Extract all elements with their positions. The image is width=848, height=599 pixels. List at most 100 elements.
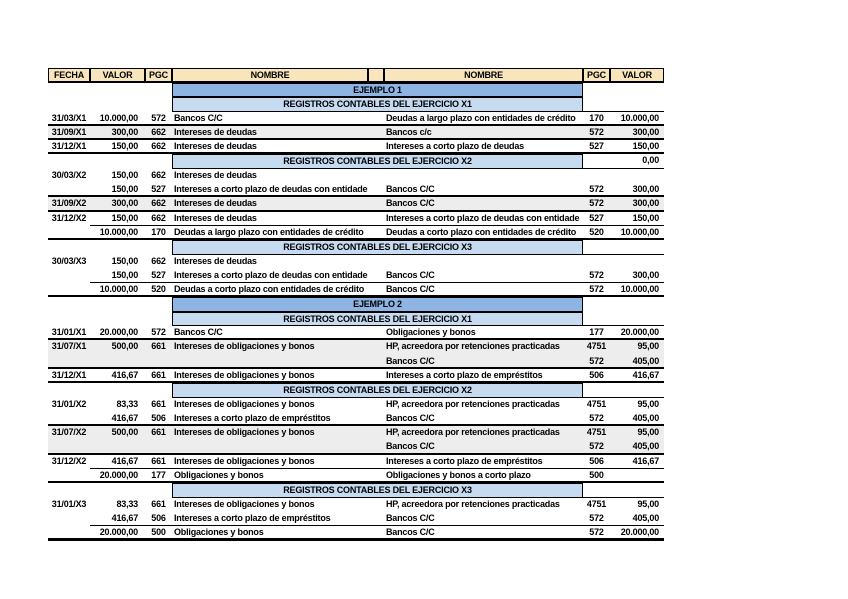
cell-fecha: 31/12/X1 [51, 141, 87, 152]
band-left-spacer [48, 312, 172, 326]
band-right-region [583, 483, 664, 498]
band-right-region [583, 97, 664, 112]
band-left-spacer [48, 83, 172, 97]
cell-nombre-debit: Intereses de obligaciones y bonos [174, 369, 315, 380]
cell-nombre-debit: Obligaciones y bonos [174, 470, 264, 481]
cell-valor: 150,00 [111, 141, 139, 152]
cell-nombre-debit: Obligaciones y bonos [174, 527, 264, 538]
registros-title-band: REGISTROS CONTABLES DEL EJERCICIO X1 [172, 311, 583, 327]
cell-nombre-debit: Intereses de obligaciones y bonos [174, 427, 315, 438]
registros-title-band: REGISTROS CONTABLES DEL EJERCICIO X2 [172, 383, 583, 398]
cell-gap [368, 512, 384, 527]
cell-pgc-credit [583, 255, 610, 269]
section-band-row: REGISTROS CONTABLES DEL EJERCICIO X1 [48, 311, 664, 327]
cell-nombre-credit [384, 255, 583, 269]
cell-fecha [48, 226, 90, 238]
cell-valor-credit: 405,00 [632, 441, 660, 452]
cell-nombre-debit: Intereses de deudas [174, 126, 257, 137]
cell-valor: 150,00 [111, 184, 139, 195]
section-band-row: REGISTROS CONTABLES DEL EJERCICIO X2 [48, 383, 664, 398]
cell-valor-credit: 300,00 [632, 126, 660, 137]
cell-fecha: 31/01/X2 [51, 398, 87, 409]
cell-pgc-credit: 500 [589, 470, 604, 481]
cell-fecha: 31/01/X3 [51, 498, 87, 509]
cell-valor-credit: 300,00 [632, 184, 660, 195]
cell-nombre-credit: HP, acreedora por retenciones practicada… [386, 341, 560, 352]
cell-valor: 150,00 [90, 269, 145, 284]
cell-pgc: 572 [151, 112, 166, 123]
cell-nombre-credit: Bancos C/C [386, 441, 435, 452]
cell-valor: 10.000,00 [99, 284, 138, 295]
cell-nombre-debit: Intereses de obligaciones y bonos [174, 341, 315, 352]
cell-valor-credit: 95,00 [637, 341, 659, 352]
cell-valor-credit: 416,67 [632, 369, 660, 380]
cell-valor-credit: 150,00 [610, 212, 664, 226]
cell-nombre-debit: Intereses de obligaciones y bonos [172, 455, 368, 470]
cell-gap [368, 226, 384, 238]
cell-fecha: 30/03/X2 [51, 169, 87, 180]
cell-valor: 416,67 [111, 412, 139, 423]
cell-valor-credit: 405,00 [632, 412, 660, 423]
cell-valor-credit [610, 312, 664, 325]
cell-pgc: 661 [151, 498, 166, 509]
column-header-pgc-credit: PGC [583, 68, 610, 82]
cell-gap [368, 355, 384, 367]
cell-valor: 20.000,00 [99, 470, 138, 481]
cell-valor-credit: 405,00 [610, 512, 664, 527]
journal-entry-row: 31/12/X2 416,67 661 Intereses de obligacion… [48, 455, 664, 470]
cell-pgc-credit: 177 [589, 327, 604, 338]
journal-entry-row: 31/01/X3 83,33 661 Intereses de obligacione… [48, 498, 664, 512]
cell-valor-credit: 20.000,00 [620, 527, 659, 538]
cell-pgc: 662 [151, 141, 166, 152]
cell-nombre-debit: Intereses de deudas [172, 212, 368, 226]
cell-gap [368, 369, 384, 381]
cell-gap [368, 140, 384, 152]
cell-nombre-debit: Bancos C/C [174, 112, 223, 123]
cell-valor-credit [610, 240, 664, 253]
cell-nombre-credit: Obligaciones y bonos [386, 327, 476, 338]
band-right-region: 0,00 [583, 154, 664, 169]
journal-entry-row: 31/07/X2 500,00 661 Intereses de obligacion… [48, 426, 664, 441]
cell-fecha: 31/09/X2 [51, 198, 87, 209]
section-band-row: REGISTROS CONTABLES DEL EJERCICIO X3 [48, 483, 664, 498]
column-header-valor-credit: VALOR [610, 68, 664, 82]
cell-valor-credit: 10.000,00 [620, 284, 659, 295]
section-band-row: REGISTROS CONTABLES DEL EJERCICIO X3 [48, 240, 664, 255]
cell-pgc-credit [583, 97, 610, 110]
journal-entry-row: 20.000,00 177 Obligaciones y bonos Obligaci… [48, 469, 664, 484]
cell-valor-credit: 10.000,00 [620, 112, 659, 123]
column-header-nombre-debit: NOMBRE [172, 68, 368, 82]
cell-nombre-debit: Intereses a corto plazo de deudas con en… [174, 184, 368, 195]
cell-fecha [48, 469, 90, 481]
cell-gap [368, 498, 384, 512]
cell-nombre-debit: Intereses de deudas [174, 169, 257, 180]
cell-pgc: 527 [151, 184, 166, 195]
cell-valor-credit: 300,00 [610, 269, 664, 284]
cell-pgc-credit: 572 [583, 512, 610, 527]
cell-fecha: 31/07/X1 [51, 341, 87, 352]
cell-valor [90, 355, 145, 367]
cell-nombre-credit: Intereses a corto plazo de deudas [386, 141, 524, 152]
cell-gap [368, 169, 384, 183]
cell-valor-credit: 95,00 [637, 398, 659, 409]
cell-fecha [48, 512, 90, 526]
cell-gap [368, 283, 384, 295]
journal-entry-row: Bancos C/C 572 405,00 [48, 440, 664, 455]
cell-pgc-credit: 572 [589, 355, 604, 366]
cell-nombre-credit: Intereses a corto plazo de empréstitos [386, 369, 543, 380]
cell-nombre-credit: Bancos C/C [384, 269, 583, 284]
cell-pgc-credit: 527 [589, 141, 604, 152]
cell-gap [368, 183, 384, 195]
cell-fecha [48, 283, 90, 295]
cell-pgc: 661 [151, 398, 166, 409]
cell-valor: 500,00 [111, 341, 139, 352]
cell-valor: 150,00 [111, 169, 139, 180]
journal-entry-row: 416,67 506 Intereses a corto plazo de empr… [48, 512, 664, 527]
band-right-region [583, 312, 664, 327]
cell-fecha: 31/12/X2 [51, 455, 87, 466]
cell-nombre-debit: Intereses de deudas [174, 141, 257, 152]
cell-nombre-debit: Bancos C/C [174, 327, 223, 338]
cell-nombre-credit: Bancos C/C [386, 412, 435, 423]
column-header-pgc: PGC [145, 68, 172, 82]
table-header-row: FECHA VALOR PGC NOMBRE NOMBRE PGC VALOR [48, 68, 664, 83]
